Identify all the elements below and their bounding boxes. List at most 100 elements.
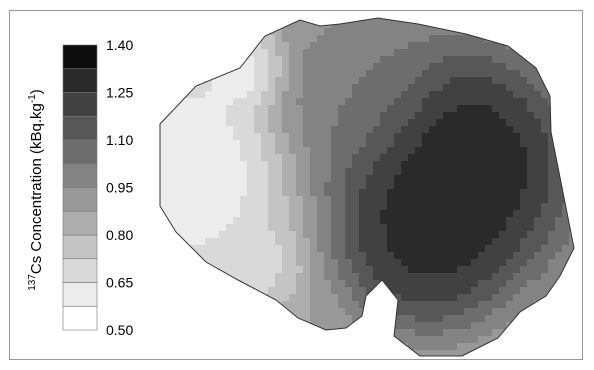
contour-cell: [576, 189, 584, 197]
contour-cell: [345, 70, 353, 78]
contour-cell: [555, 28, 563, 36]
contour-cell: [352, 203, 360, 211]
contour-cell: [394, 175, 402, 183]
contour-cell: [282, 294, 290, 302]
contour-cell: [436, 259, 444, 267]
contour-cell: [219, 147, 227, 155]
contour-cell: [310, 294, 318, 302]
contour-cell: [450, 273, 458, 281]
contour-cell: [324, 322, 332, 330]
colorbar-label-close: ): [28, 89, 45, 94]
contour-cell: [408, 168, 416, 176]
contour-cell: [436, 301, 444, 309]
contour-cell: [422, 189, 430, 197]
contour-cell: [380, 168, 388, 176]
contour-cell: [198, 35, 206, 43]
contour-cell: [219, 245, 227, 253]
contour-cell: [324, 336, 332, 344]
contour-cell: [401, 273, 409, 281]
contour-cell: [324, 126, 332, 134]
contour-cell: [198, 105, 206, 113]
contour-cell: [240, 70, 248, 78]
contour-cell: [240, 336, 248, 344]
contour-cell: [205, 112, 213, 120]
contour-cell: [429, 147, 437, 155]
contour-cell: [254, 357, 262, 365]
contour-cell: [160, 259, 164, 267]
contour-cell: [562, 84, 570, 92]
contour-cell: [310, 238, 318, 246]
contour-cell: [205, 168, 213, 176]
contour-cell: [366, 77, 374, 85]
contour-cell: [450, 210, 458, 218]
contour-cell: [296, 343, 304, 351]
contour-cell: [170, 154, 178, 162]
contour-cell: [457, 308, 465, 316]
contour-cell: [254, 231, 262, 239]
contour-cell: [520, 119, 528, 127]
contour-cell: [275, 91, 283, 99]
contour-cell: [415, 56, 423, 64]
contour-cell: [506, 77, 514, 85]
contour-cell: [240, 329, 248, 337]
contour-cell: [226, 252, 234, 260]
contour-cell: [170, 56, 178, 64]
contour-cell: [555, 56, 563, 64]
contour-cell: [527, 98, 535, 106]
contour-cell: [163, 259, 171, 267]
contour-cell: [506, 147, 514, 155]
contour-cell: [282, 266, 290, 274]
contour-cell: [282, 245, 290, 253]
contour-cell: [198, 224, 206, 232]
contour-cell: [541, 294, 549, 302]
contour-cell: [177, 266, 185, 274]
contour-cell: [324, 91, 332, 99]
contour-cell: [233, 140, 241, 148]
contour-cell: [289, 245, 297, 253]
contour-cell: [548, 161, 556, 169]
contour-cell: [345, 238, 353, 246]
contour-cell: [450, 245, 458, 253]
contour-cell: [317, 77, 325, 85]
contour-cell: [226, 224, 234, 232]
contour-cell: [345, 266, 353, 274]
contour-cell: [387, 252, 395, 260]
contour-cell: [394, 329, 402, 337]
contour-cell: [422, 301, 430, 309]
contour-cell: [324, 63, 332, 71]
contour-cell: [492, 147, 500, 155]
contour-cell: [345, 217, 353, 225]
contour-cell: [317, 210, 325, 218]
contour-cell: [464, 98, 472, 106]
contour-cell: [289, 49, 297, 57]
contour-cell: [436, 140, 444, 148]
contour-cell: [401, 28, 409, 36]
contour-cell: [450, 147, 458, 155]
contour-cell: [366, 105, 374, 113]
contour-cell: [548, 336, 556, 344]
contour-cell: [555, 112, 563, 120]
contour-cell: [198, 147, 206, 155]
contour-cell: [205, 266, 213, 274]
contour-cell: [240, 224, 248, 232]
contour-cell: [562, 315, 570, 323]
contour-cell: [492, 217, 500, 225]
contour-cell: [562, 56, 570, 64]
contour-cell: [464, 308, 472, 316]
contour-cell: [380, 119, 388, 127]
contour-cell: [184, 308, 192, 316]
contour-cell: [177, 63, 185, 71]
contour-cell: [541, 217, 549, 225]
contour-cell: [436, 18, 444, 22]
contour-cell: [548, 105, 556, 113]
contour-cell: [261, 119, 269, 127]
contour-cell: [275, 259, 283, 267]
contour-cell: [254, 273, 262, 281]
contour-cell: [191, 18, 199, 22]
contour-cell: [303, 245, 311, 253]
contour-cell: [569, 315, 574, 323]
contour-cell: [268, 175, 276, 183]
contour-cell: [352, 280, 360, 288]
contour-cell: [282, 140, 290, 148]
contour-cell: [366, 112, 374, 120]
